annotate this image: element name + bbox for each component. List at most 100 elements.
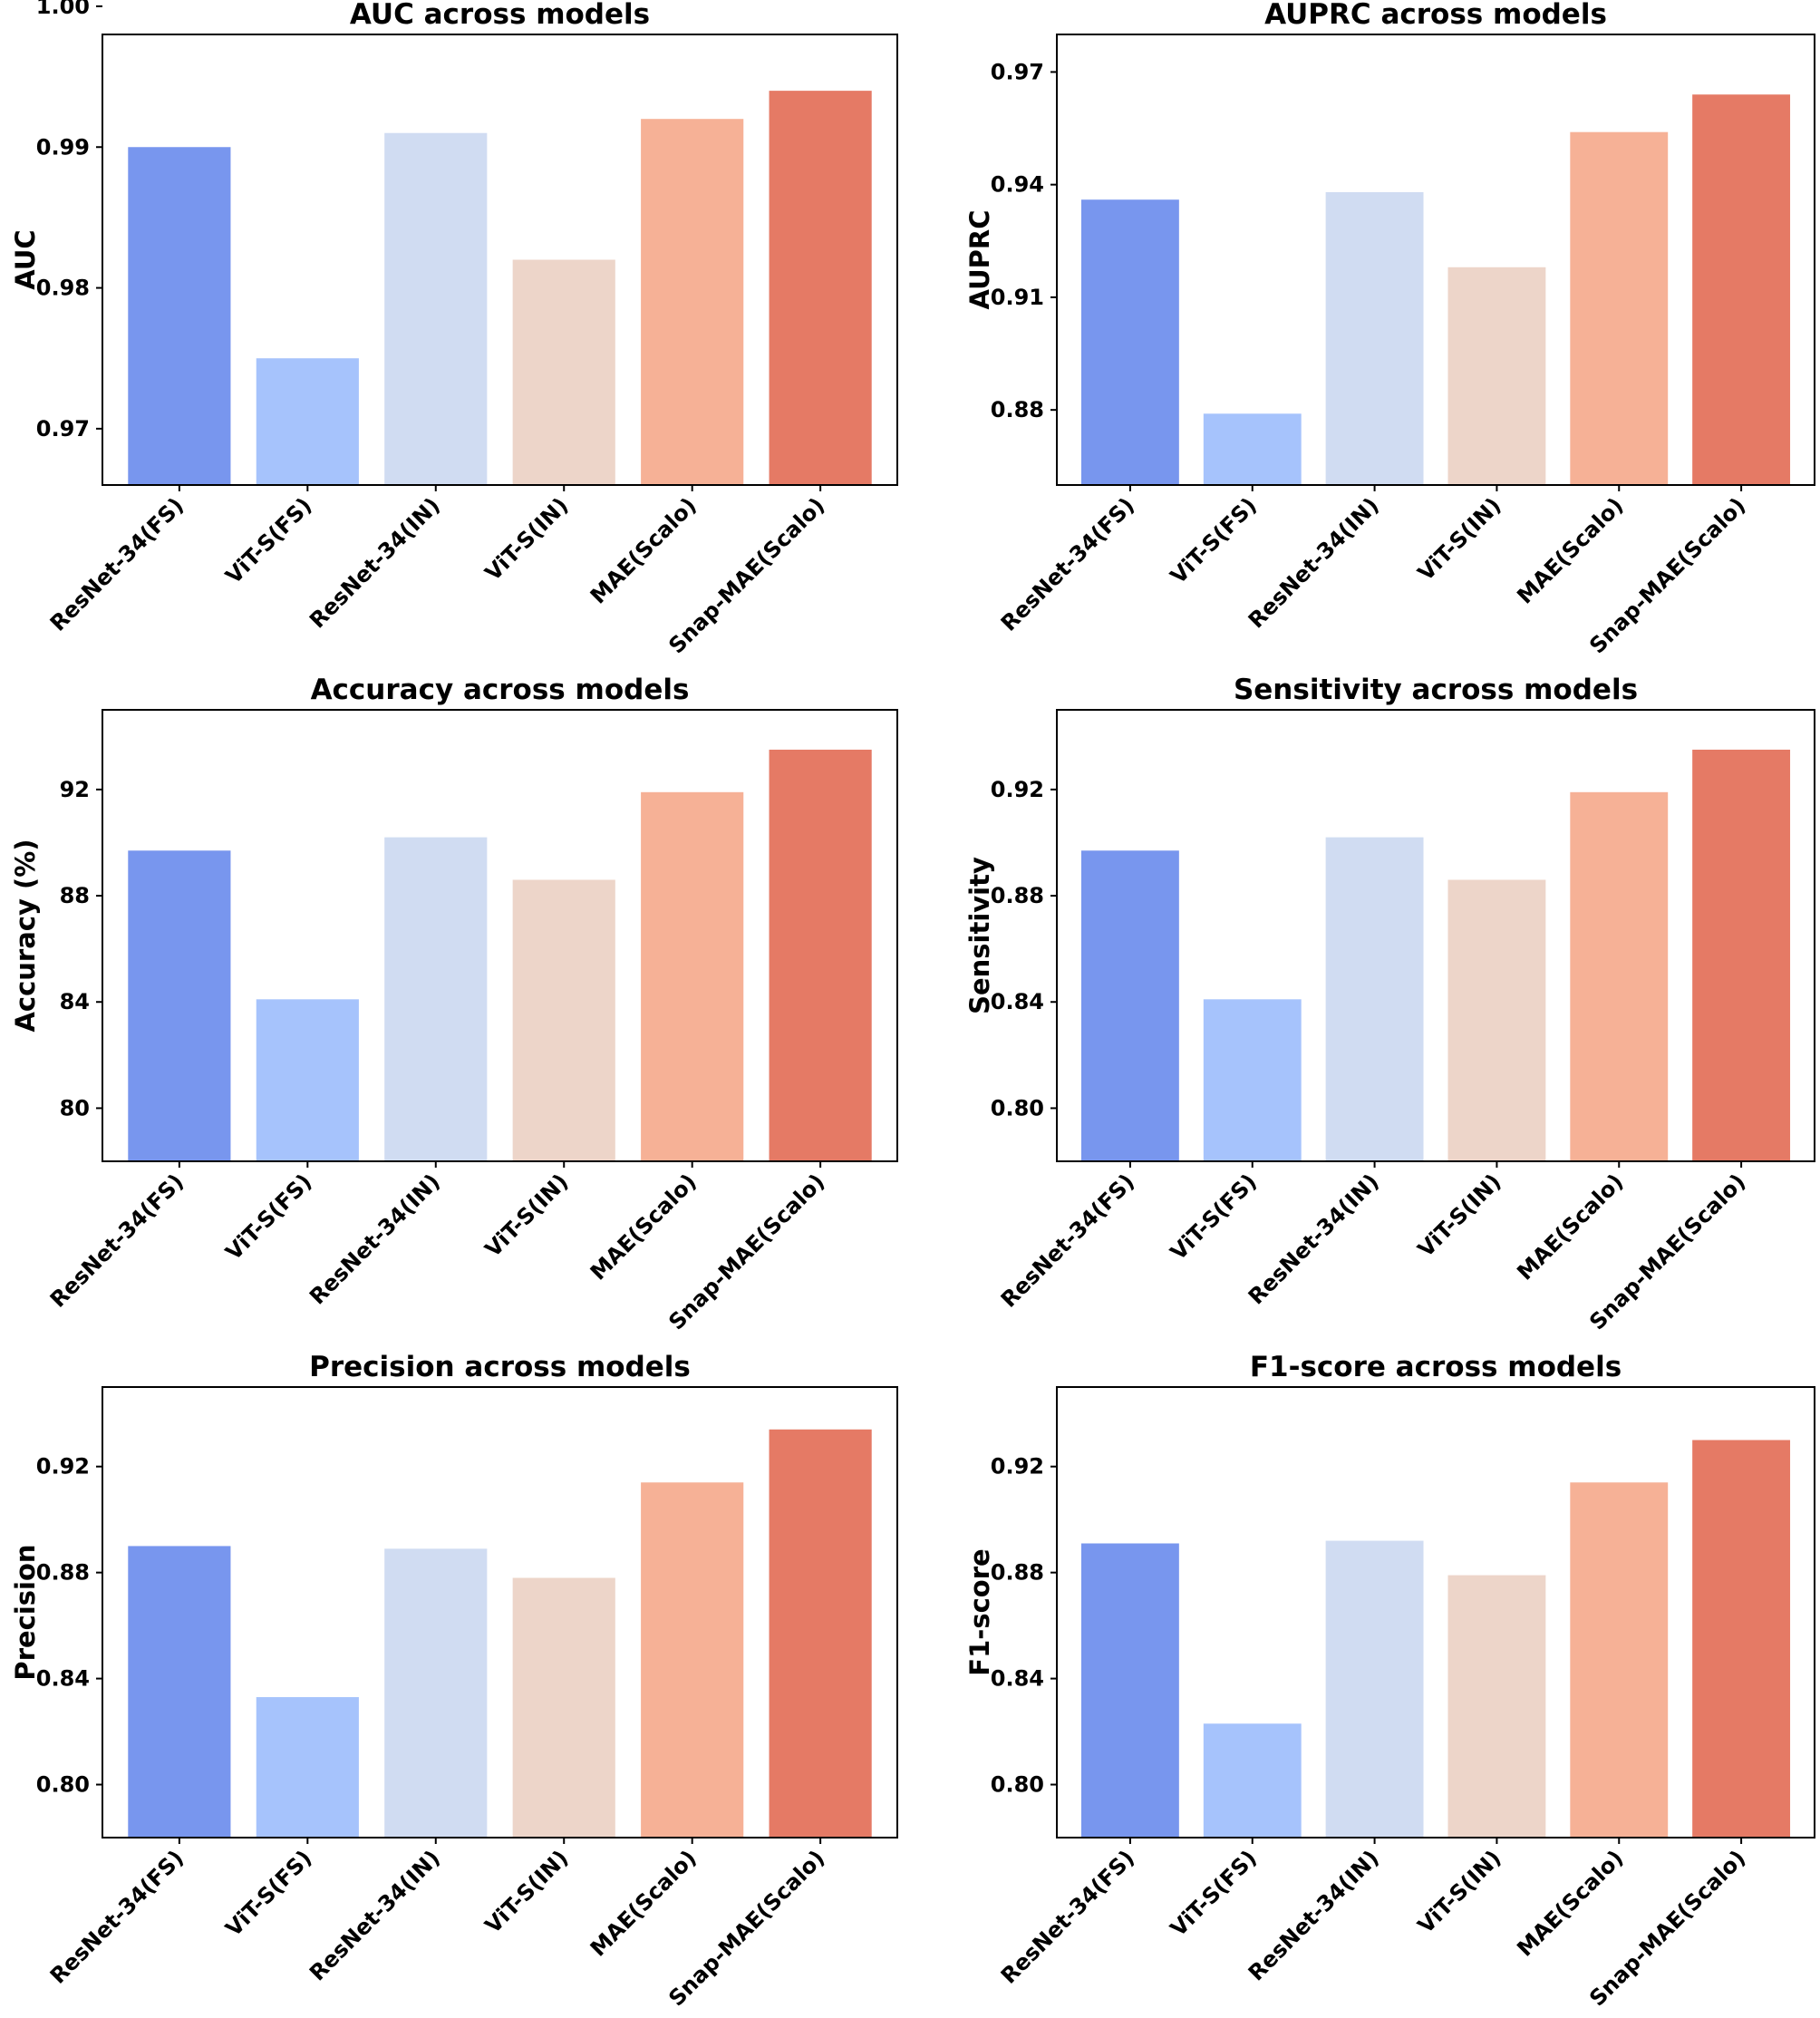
x-tick-label: ViT-S(FS) <box>220 1169 316 1265</box>
bar-vit-s-in <box>512 259 615 485</box>
y-tick-label: 0.92 <box>36 1454 90 1480</box>
bar-mae-scalo <box>641 791 744 1161</box>
x-tick-label: MAE(Scalo) <box>1512 492 1628 608</box>
y-tick-label: 0.88 <box>36 1560 90 1586</box>
bar-vit-s-fs <box>1203 1723 1302 1838</box>
x-tick-label: ResNet-34(IN) <box>305 1845 445 1985</box>
bar-resnet-34-fs <box>128 1546 231 1838</box>
bar-vit-s-in <box>512 1577 615 1838</box>
x-tick-label: MAE(Scalo) <box>586 1169 702 1285</box>
y-tick-label: 1.00 <box>36 0 90 19</box>
x-tick-label: MAE(Scalo) <box>586 492 702 608</box>
x-tick-label: ViT-S(FS) <box>1166 1845 1262 1941</box>
bar-snap-mae-scalo <box>1692 749 1791 1161</box>
bar-resnet-34-fs <box>128 850 231 1161</box>
x-tick-label: ResNet-34(FS) <box>45 1169 189 1312</box>
y-tick-label: 0.84 <box>991 1666 1044 1692</box>
bar-resnet-34-fs <box>1080 1543 1179 1838</box>
plot-area-frame <box>102 1386 898 1839</box>
bar-resnet-34-in <box>384 837 488 1161</box>
x-tick-label: ViT-S(IN) <box>480 492 574 586</box>
y-tick-label: 0.84 <box>36 1666 90 1692</box>
bar-mae-scalo <box>1570 131 1669 485</box>
x-tick-label: MAE(Scalo) <box>1512 1845 1628 1961</box>
x-tick-label: ViT-S(IN) <box>480 1169 574 1262</box>
x-tick-label: ResNet-34(IN) <box>1244 1169 1384 1309</box>
plot-area-frame <box>102 709 898 1162</box>
bar-resnet-34-fs <box>128 147 231 485</box>
y-tick-label: 0.88 <box>991 1560 1044 1586</box>
bar-mae-scalo <box>1570 791 1669 1161</box>
y-tick-label: 0.80 <box>991 1095 1044 1121</box>
x-tick-label: ResNet-34(FS) <box>996 1169 1139 1312</box>
chart-title: AUC across models <box>350 0 650 31</box>
chart-panel-precision-across-models: Precision across models Precision ResNet-3… <box>10 1351 898 2012</box>
y-tick-label: 0.88 <box>991 883 1044 908</box>
bar-vit-s-fs <box>256 358 359 485</box>
y-axis-label: AUPRC <box>964 210 995 310</box>
y-tick-label: 0.84 <box>991 989 1044 1014</box>
bar-vit-s-fs <box>256 1697 359 1838</box>
x-tick-label: ResNet-34(IN) <box>1244 1845 1384 1985</box>
x-tick-label: ResNet-34(FS) <box>996 1845 1139 1988</box>
x-tick-label: ResNet-34(FS) <box>996 492 1139 635</box>
y-tick-label: 0.88 <box>991 397 1044 422</box>
x-tick-label: ViT-S(IN) <box>480 1845 574 1938</box>
x-tick-label: ViT-S(IN) <box>1413 1845 1506 1938</box>
plot-area-frame <box>1056 1386 1815 1839</box>
y-axis-label: Accuracy (%) <box>10 839 41 1032</box>
bar-resnet-34-fs <box>1080 199 1179 485</box>
x-tick-label: ViT-S(IN) <box>1413 492 1506 586</box>
bar-snap-mae-scalo <box>769 91 872 485</box>
bar-snap-mae-scalo <box>1692 1440 1791 1838</box>
chart-title: Sensitivity across models <box>1234 674 1638 706</box>
x-tick-label: ViT-S(FS) <box>220 1845 316 1941</box>
bar-resnet-34-fs <box>1080 850 1179 1161</box>
y-tick-label: 0.91 <box>991 285 1044 310</box>
x-tick-label: ResNet-34(IN) <box>305 1169 445 1309</box>
bar-vit-s-in <box>1447 267 1546 485</box>
plot-area-frame <box>1056 34 1815 486</box>
bar-resnet-34-in <box>1325 837 1424 1161</box>
chart-panel-f1-score-across-models: F1-score across models F1-score ResNet-34(… <box>964 1351 1815 2012</box>
chart-panel-auc-across-models: AUC across models AUC ResNet-34(FS) ViT-S(F… <box>10 0 898 659</box>
chart-title: Accuracy across models <box>311 674 690 706</box>
y-axis-label: F1-score <box>964 1548 995 1675</box>
y-tick-label: 0.92 <box>991 1454 1044 1480</box>
chart-title: Precision across models <box>309 1351 691 1383</box>
bar-resnet-34-in <box>384 132 488 485</box>
x-tick-label: MAE(Scalo) <box>586 1845 702 1961</box>
bar-vit-s-fs <box>1203 413 1302 485</box>
y-tick-label: 80 <box>60 1095 90 1121</box>
x-tick-label: ResNet-34(FS) <box>45 1845 189 1988</box>
bar-resnet-34-in <box>1325 1540 1424 1838</box>
bar-snap-mae-scalo <box>769 1429 872 1838</box>
bar-vit-s-fs <box>1203 999 1302 1161</box>
bar-resnet-34-in <box>384 1548 488 1838</box>
y-tick-label: 0.98 <box>36 276 90 301</box>
chart-panel-sensitivity-across-models: Sensitivity across models Sensitivity ResN… <box>964 674 1815 1335</box>
chart-title: F1-score across models <box>1250 1351 1622 1383</box>
x-tick-label: ViT-S(FS) <box>220 492 316 588</box>
y-tick-label: 0.94 <box>991 172 1044 198</box>
y-tick-label: 0.80 <box>991 1772 1044 1798</box>
chart-title: AUPRC across models <box>1264 0 1607 31</box>
x-tick-label: ViT-S(IN) <box>1413 1169 1506 1262</box>
x-tick-label: ResNet-34(FS) <box>45 492 189 635</box>
x-tick-label: ResNet-34(IN) <box>305 492 445 633</box>
y-tick-label: 0.92 <box>991 777 1044 802</box>
plot-area-frame <box>102 34 898 486</box>
plot-area-frame <box>1056 709 1815 1162</box>
bar-resnet-34-in <box>1325 191 1424 485</box>
bar-snap-mae-scalo <box>769 749 872 1161</box>
bar-mae-scalo <box>1570 1482 1669 1838</box>
y-tick-label: 0.80 <box>36 1772 90 1798</box>
y-tick-label: 92 <box>60 777 90 802</box>
y-axis-label: Precision <box>10 1544 41 1680</box>
bar-vit-s-in <box>1447 1575 1546 1838</box>
y-tick-label: 84 <box>60 989 90 1014</box>
chart-panel-accuracy-across-models: Accuracy across models Accuracy (%) ResNet… <box>10 674 898 1335</box>
y-axis-label: AUC <box>10 229 41 289</box>
y-tick-label: 0.97 <box>36 416 90 441</box>
